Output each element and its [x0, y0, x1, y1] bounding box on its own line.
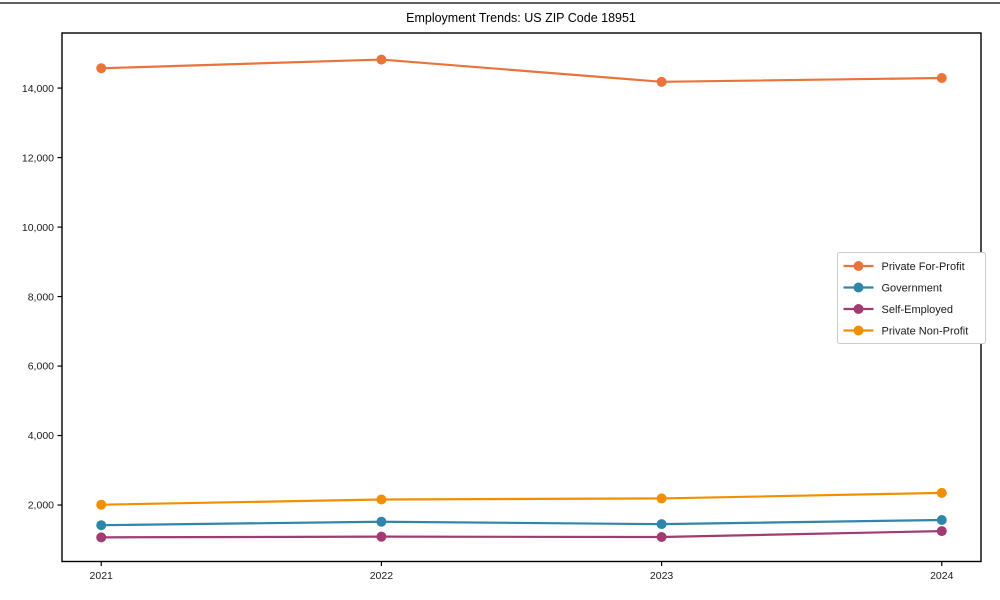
- x-tick-label: 2021: [90, 570, 114, 582]
- data-point-private-non-profit-2022: [376, 494, 387, 505]
- data-point-private-non-profit-2024: [936, 487, 947, 498]
- legend-label-private-for-profit: Private For-Profit: [882, 261, 965, 273]
- y-tick-label: 4,000: [28, 430, 54, 442]
- y-tick-label: 2,000: [28, 500, 54, 512]
- y-tick-label: 10,000: [22, 222, 54, 234]
- x-tick-label: 2024: [930, 570, 954, 582]
- legend-marker-self-employed: [853, 304, 864, 314]
- legend-label-government: Government: [882, 282, 943, 294]
- data-point-private-for-profit-2024: [936, 72, 947, 83]
- data-point-self-employed-2021: [96, 532, 107, 543]
- x-tick-label: 2022: [370, 570, 394, 582]
- data-point-private-for-profit-2022: [376, 54, 387, 65]
- data-point-private-for-profit-2023: [656, 76, 667, 87]
- data-point-government-2023: [656, 519, 667, 530]
- data-point-government-2022: [376, 516, 387, 527]
- y-tick-label: 6,000: [28, 361, 54, 373]
- series-line-private-non-profit: [101, 491, 942, 506]
- legend-marker-private-for-profit: [853, 261, 864, 271]
- data-point-self-employed-2022: [376, 531, 387, 542]
- legend-marker-private-non-profit: [853, 325, 864, 336]
- series-line-private-for-profit: [101, 58, 942, 83]
- legend-marker-government: [853, 282, 864, 293]
- series-line-self-employed: [101, 529, 942, 539]
- chart-title: Employment Trends: US ZIP Code 18951: [406, 11, 636, 25]
- y-tick-label: 8,000: [28, 291, 54, 303]
- legend-label-self-employed: Self-Employed: [882, 304, 954, 316]
- plot-area: 2,000 4,000 6,000 8,000 10,000 12,000 14,000 20…: [22, 32, 986, 582]
- y-tick-label: 14,000: [22, 83, 54, 95]
- legend-box: [837, 252, 986, 344]
- data-point-government-2024: [936, 514, 947, 525]
- legend-label-private-non-profit: Private Non-Profit: [882, 325, 969, 337]
- data-point-private-non-profit-2021: [96, 499, 107, 510]
- y-tick-label: 12,000: [22, 152, 54, 164]
- data-point-self-employed-2023: [656, 532, 667, 543]
- x-tick-label: 2023: [650, 570, 674, 582]
- data-point-self-employed-2024: [936, 526, 947, 537]
- series-line-government: [101, 518, 942, 527]
- data-point-government-2021: [96, 520, 107, 531]
- data-point-private-for-profit-2021: [96, 63, 107, 74]
- data-point-private-non-profit-2023: [656, 493, 667, 504]
